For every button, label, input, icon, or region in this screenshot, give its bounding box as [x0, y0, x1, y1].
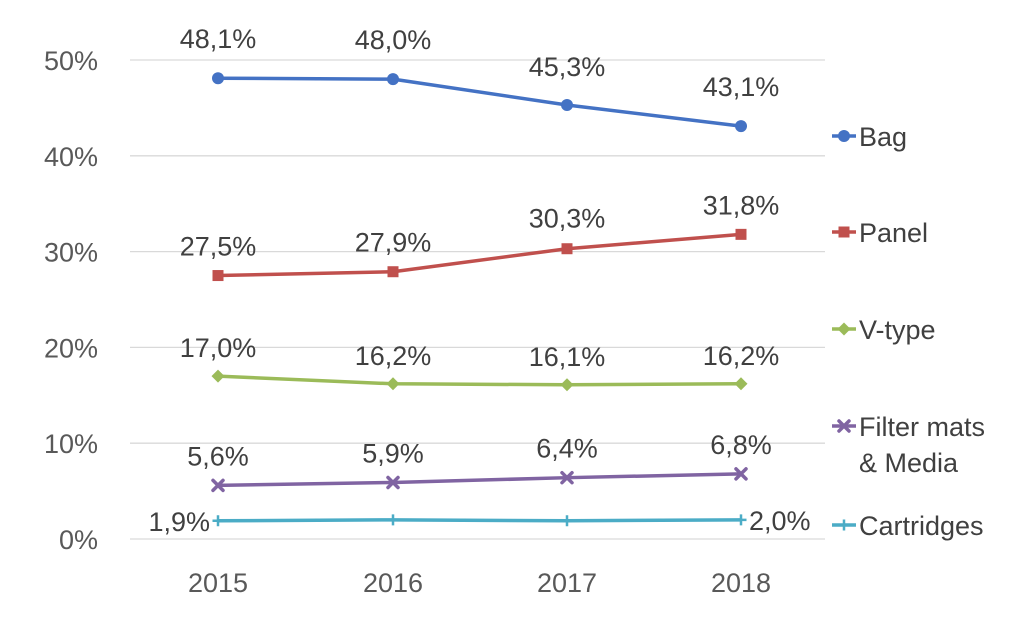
data-label-cartridges: 2,0% — [749, 506, 811, 536]
data-label-panel: 30,3% — [529, 204, 606, 234]
legend-entry-cartridges: Cartridges — [832, 511, 984, 541]
data-label-filter-mats-media: 6,8% — [710, 430, 772, 460]
data-point-bag — [387, 73, 399, 86]
data-point-panel — [212, 270, 224, 282]
data-point-bag — [561, 99, 573, 112]
legend-label: Cartridges — [859, 511, 984, 541]
data-label-v-type: 16,1% — [529, 342, 606, 372]
legend-label: V-type — [859, 315, 936, 345]
data-point-cartridges — [387, 514, 399, 526]
data-point-v-type — [211, 369, 225, 383]
data-point-panel — [387, 266, 399, 278]
data-point-cartridges — [561, 515, 573, 527]
series-line-panel — [217, 232, 742, 278]
data-point-filter-mats-media — [386, 475, 400, 490]
series-panel — [212, 228, 747, 282]
data-label-bag: 45,3% — [529, 52, 606, 82]
data-label-panel: 27,9% — [355, 228, 432, 258]
gridlines — [130, 59, 825, 540]
data-label-filter-mats-media: 5,6% — [187, 441, 249, 471]
data-point-panel — [735, 228, 747, 240]
data-label-v-type: 16,2% — [703, 341, 780, 371]
series-v-type — [211, 369, 748, 392]
y-tick-label: 0% — [59, 525, 98, 555]
series-line-v-type — [217, 374, 742, 387]
data-point-v-type — [386, 377, 400, 391]
data-point-filter-mats-media — [211, 478, 225, 493]
data-point-bag — [212, 72, 224, 85]
y-axis: 0% 10% 20% 30% 40% 50% — [44, 46, 98, 555]
legend-label: Panel — [859, 218, 928, 248]
data-label-bag: 48,1% — [180, 24, 257, 54]
data-point-panel — [561, 243, 573, 255]
x-tick-label: 2015 — [188, 568, 248, 598]
data-point-cartridges — [735, 514, 747, 526]
legend-label: Filter mats — [859, 412, 985, 442]
data-label-v-type: 16,2% — [355, 341, 432, 371]
data-label-filter-mats-media: 5,9% — [362, 438, 424, 468]
data-label-panel: 27,5% — [180, 232, 257, 262]
data-point-filter-mats-media — [560, 470, 574, 485]
legend-marker-v-type — [837, 322, 851, 336]
legend-entry-bag: Bag — [832, 122, 907, 152]
legend-marker-filter-mats-media — [837, 419, 851, 433]
data-point-bag — [735, 120, 747, 133]
y-tick-label: 10% — [44, 429, 98, 459]
legend-entry-filter-mats-media: Filter mats & Media — [832, 412, 985, 478]
legend-marker-bag — [838, 130, 850, 142]
data-label-panel: 31,8% — [703, 190, 780, 220]
x-tick-label: 2016 — [363, 568, 423, 598]
data-label-bag: 43,1% — [703, 72, 780, 102]
x-tick-label: 2018 — [711, 568, 771, 598]
data-label-bag: 48,0% — [355, 25, 432, 55]
data-point-v-type — [734, 377, 748, 391]
data-label-v-type: 17,0% — [180, 333, 257, 363]
legend-marker-panel — [838, 226, 850, 238]
y-tick-label: 30% — [44, 238, 98, 268]
legend-label: & Media — [859, 448, 959, 478]
y-tick-label: 50% — [44, 46, 98, 76]
legend-entry-panel: Panel — [832, 218, 928, 248]
series-line-bag — [217, 76, 742, 128]
series-cartridges — [212, 514, 747, 527]
data-labels: 48,1% 48,0% 45,3% 43,1% 27,5% 27,9% 30,3% 31,8%… — [148, 24, 810, 537]
data-label-cartridges: 1,9% — [148, 507, 210, 537]
legend: Bag Panel V-type Filter mats & Media Cartridg… — [832, 122, 985, 541]
series-filter-mats-media — [211, 467, 748, 493]
legend-entry-v-type: V-type — [832, 315, 936, 345]
data-label-filter-mats-media: 6,4% — [536, 434, 598, 464]
data-point-v-type — [560, 378, 574, 392]
data-point-filter-mats-media — [734, 467, 748, 481]
data-point-cartridges — [212, 515, 224, 527]
y-tick-label: 20% — [44, 333, 98, 363]
series-line-cartridges — [217, 518, 742, 523]
legend-marker-cartridges — [838, 519, 850, 531]
x-axis: 2015 2016 2017 2018 — [188, 568, 771, 598]
y-tick-label: 40% — [44, 142, 98, 172]
series-line-filter-mats-media — [217, 472, 742, 488]
series-bag — [212, 72, 747, 133]
x-tick-label: 2017 — [537, 568, 597, 598]
series-group — [211, 72, 748, 527]
legend-label: Bag — [859, 122, 907, 152]
